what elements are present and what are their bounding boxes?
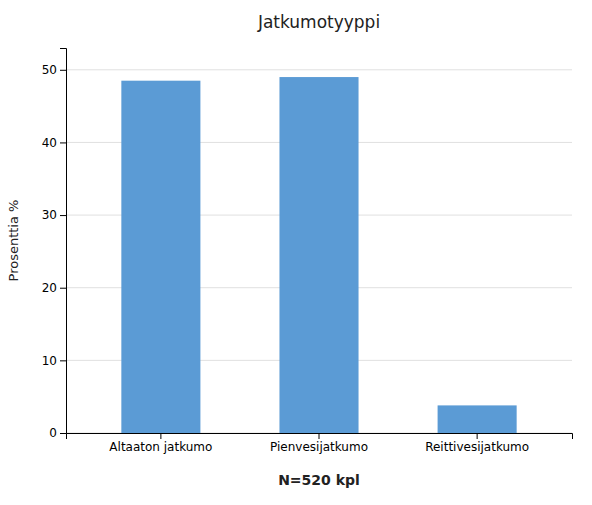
x-tick-label: Altaaton jatkumo	[109, 440, 212, 454]
y-tick: 10	[42, 354, 66, 368]
x-tick-mark	[477, 433, 478, 439]
y-tick-mark	[60, 142, 66, 143]
y-axis-line	[60, 49, 67, 434]
x-tick-mark	[319, 433, 320, 439]
y-axis: 0 10 20 30 40 50	[42, 49, 67, 441]
y-tick-mark	[60, 70, 66, 71]
y-tick-mark	[60, 360, 66, 361]
x-tick-label: Reittivesijatkumo	[425, 440, 529, 454]
chart-container: Altaaton jatkumo Pienvesijatkumo Reittives…	[0, 0, 592, 505]
y-tick-label: 20	[42, 281, 57, 295]
y-tick-label: 50	[42, 63, 57, 77]
bars	[121, 77, 516, 433]
grid	[66, 70, 572, 433]
y-tick-mark	[60, 215, 66, 216]
x-axis: Altaaton jatkumo Pienvesijatkumo Reittives…	[67, 433, 573, 454]
x-tick-mark	[160, 433, 161, 439]
x-axis-line	[67, 434, 573, 440]
bar	[438, 405, 517, 433]
y-tick: 30	[42, 208, 66, 222]
y-tick: 40	[42, 136, 66, 150]
chart-title: Jatkumotyyppi	[257, 12, 380, 32]
x-tick-label: Pienvesijatkumo	[270, 440, 368, 454]
y-tick-label: 10	[42, 354, 57, 368]
x-axis-title: N=520 kpl	[278, 472, 360, 488]
chart-svg: Altaaton jatkumo Pienvesijatkumo Reittives…	[0, 0, 592, 505]
plot-area: Altaaton jatkumo Pienvesijatkumo Reittives…	[42, 49, 573, 454]
y-tick-label: 40	[42, 136, 57, 150]
y-tick-mark	[60, 288, 66, 289]
y-tick: 20	[42, 281, 66, 295]
x-tick: Altaaton jatkumo	[109, 433, 212, 454]
x-tick: Reittivesijatkumo	[425, 433, 529, 454]
y-tick: 50	[42, 63, 66, 77]
y-tick-mark	[60, 433, 66, 434]
y-tick-label: 30	[42, 208, 57, 222]
bar	[279, 77, 358, 433]
y-tick-label: 0	[49, 426, 57, 440]
grid-line	[66, 69, 572, 70]
y-axis-title: Prosenttia %	[6, 200, 21, 282]
x-tick: Pienvesijatkumo	[270, 433, 368, 454]
bar	[121, 81, 200, 433]
y-tick: 0	[49, 426, 66, 440]
